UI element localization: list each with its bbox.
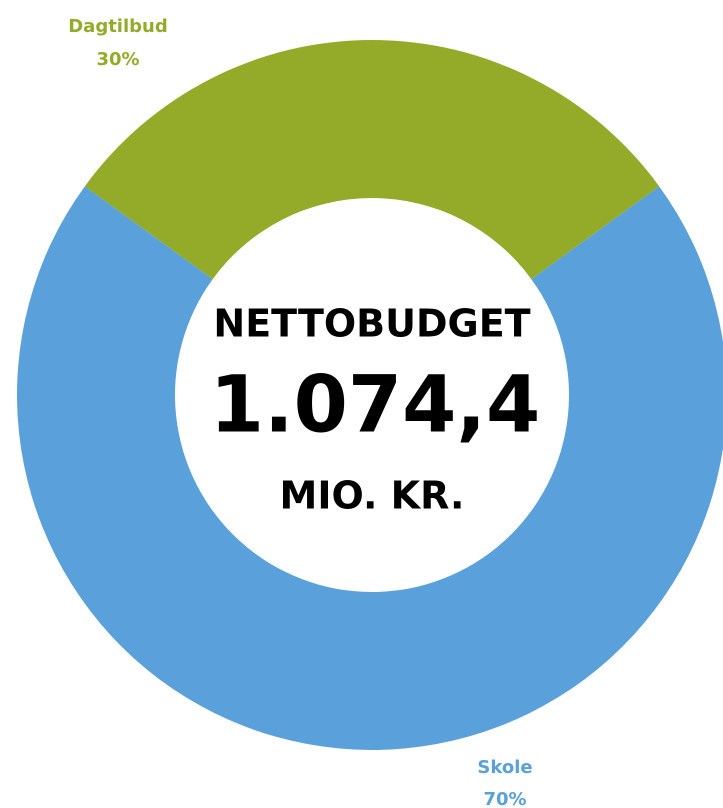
center-value: 1.074,4	[210, 360, 541, 450]
slice-label: Skole	[477, 757, 532, 778]
center-unit: MIO. KR.	[280, 474, 465, 518]
slice	[84, 40, 660, 280]
slice-value-label: 30%	[96, 49, 139, 70]
donut	[17, 40, 723, 750]
center-title: NETTOBUDGET	[213, 302, 530, 346]
slice-label: Dagtilbud	[68, 16, 168, 37]
slice	[17, 186, 723, 750]
slice-value-label: 70%	[483, 789, 526, 808]
